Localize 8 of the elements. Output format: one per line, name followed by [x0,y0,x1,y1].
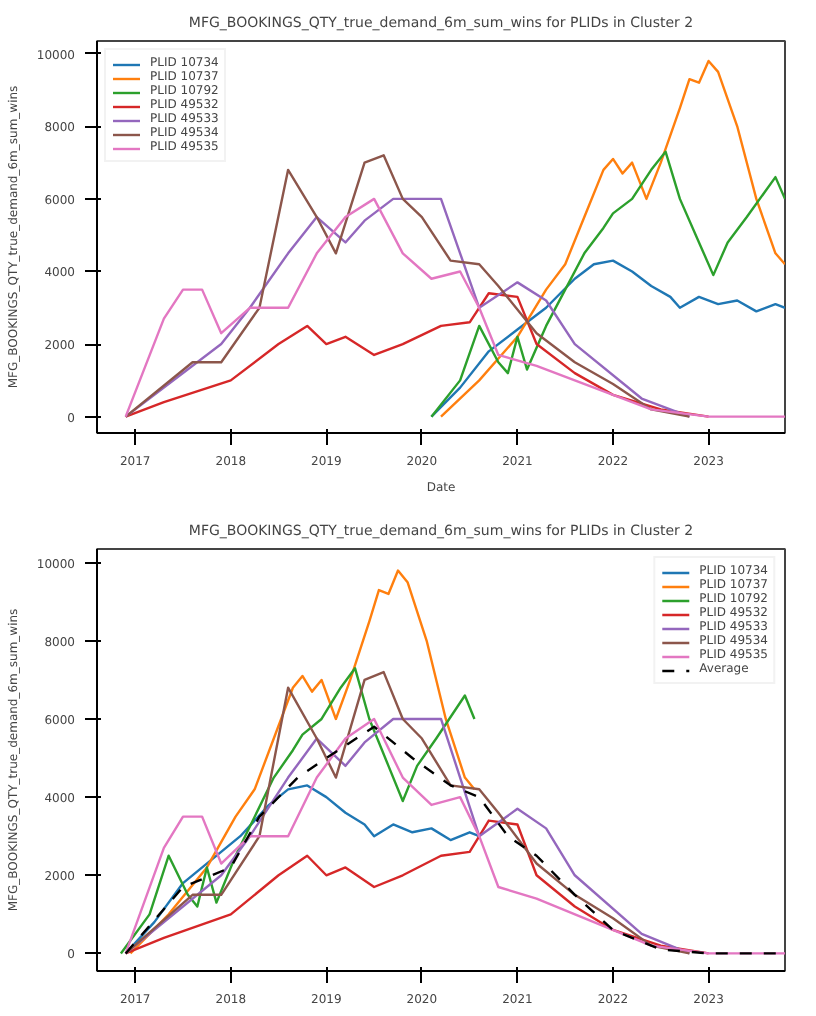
line-series [124,819,710,955]
line-series [124,670,691,955]
line-series [439,59,785,418]
line-series [430,150,785,418]
line-series [129,569,476,955]
line-series [430,259,785,418]
line-series [119,666,476,955]
line-series [124,154,691,418]
